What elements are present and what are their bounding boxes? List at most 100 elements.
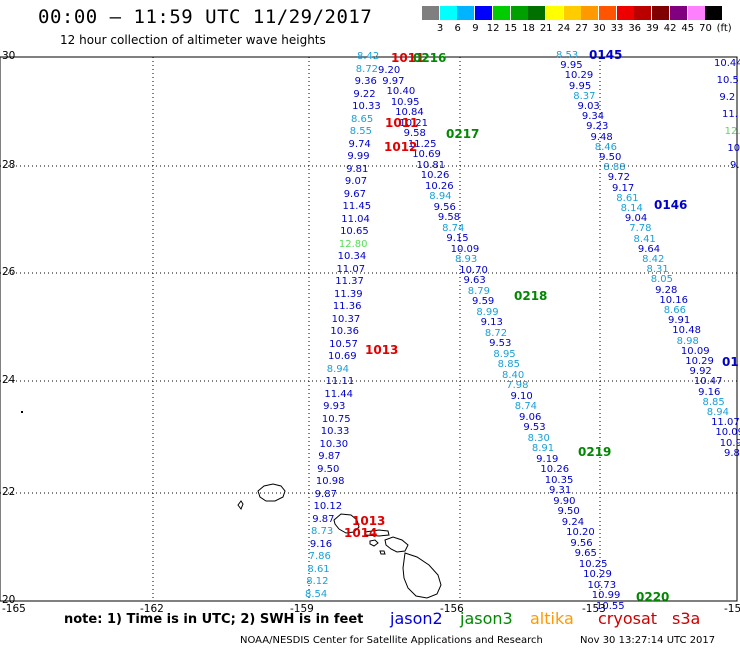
track-a-swh-value: 11.04 [341, 213, 370, 225]
track-b-swh-value: 8.95 [493, 348, 516, 360]
track-c-swh-value: 9.17 [612, 182, 635, 194]
track-c-swh-value: 9.95 [560, 60, 583, 72]
legend-swatch [581, 6, 599, 20]
track-c-swh-value: 10.09 [680, 345, 710, 357]
latitude-label: 22 [2, 486, 16, 498]
legend-level: 21 [539, 23, 553, 34]
track-b-swh-value: 10.55 [596, 600, 625, 612]
generated-timestamp: Nov 30 13:27:14 UTC 2017 [580, 635, 716, 646]
track-b-swh-value: 8.99 [476, 306, 499, 318]
track-a-swh-value: 8.12 [306, 576, 329, 587]
track-a-swh-value: 11.39 [334, 288, 363, 300]
track-a-swh-value: 8.73 [311, 526, 334, 537]
legend-swatch [563, 6, 581, 20]
track-b-swh-value: 9.59 [472, 296, 495, 307]
track-a-swh-value: 8.72 [355, 63, 379, 75]
small-island-dot [21, 411, 23, 413]
track-c-swh-value: 8.31 [646, 264, 669, 276]
legend-swatch [510, 6, 528, 20]
island-lanai [369, 539, 379, 547]
track-c-swh-value: 9.64 [637, 243, 661, 255]
island-hawaii [402, 552, 442, 599]
track-a-swh-value: 10.12 [313, 501, 343, 512]
track-d-swh-value: 10. [727, 143, 740, 154]
legend-swatch [687, 6, 705, 20]
track-b-swh-value: 10.69 [412, 149, 441, 160]
track-b-swh-value: 9.50 [557, 506, 580, 517]
track-b-swh-value: 7.98 [506, 380, 529, 391]
longitude-label: -15 [724, 603, 740, 615]
track-c-swh-value: 8.94 [706, 407, 730, 418]
track-c-swh-value: 8.61 [616, 192, 639, 204]
satellite-cryosat: cryosat [598, 609, 658, 628]
track-c-swh-value: 8.85 [702, 396, 725, 408]
track-b-swh-value: 8.91 [531, 443, 555, 454]
pass-time: 1011 [391, 51, 425, 65]
track-b-swh-value: 9.53 [523, 422, 546, 433]
track-a-swh-value: 11.45 [342, 201, 372, 212]
track-c-swh-value: 8.42 [642, 254, 665, 265]
track-a-swh-value: 8.42 [357, 51, 380, 62]
track-a-swh-value: 9.99 [347, 151, 370, 162]
legend-level: 15 [504, 23, 518, 34]
track-b-swh-value: 8.72 [484, 327, 508, 339]
track-b-swh-value: 9.65 [574, 548, 597, 559]
satellite-s3a: s3a [672, 609, 701, 628]
pass-time: 0219 [578, 445, 612, 459]
track-a-swh-value: 10.36 [330, 326, 360, 337]
pass-time: 0217 [446, 127, 480, 141]
track-a-swh-value: 10.33 [320, 426, 350, 437]
track-b-swh-value: 9.56 [570, 537, 593, 549]
track-a-swh-value: 9.74 [348, 138, 371, 150]
track-b-swh-value: 9.53 [489, 338, 512, 349]
track-c-swh-value: 10.29 [685, 356, 714, 367]
island-kauai [257, 483, 286, 502]
track-a-swh-value: 10.30 [319, 438, 349, 450]
track-b-swh-value: 9.90 [553, 495, 576, 507]
track-b-swh-value: 9.31 [548, 485, 572, 496]
track-a-swh-value: 9.93 [323, 401, 346, 412]
island-kahoolawe [379, 550, 386, 555]
track-b-swh-value: 10.26 [425, 180, 454, 192]
latitude-label: 28 [2, 159, 16, 171]
latitude-label: 20 [2, 594, 16, 606]
track-b-swh-value: 9.97 [382, 75, 405, 87]
track-b-swh-value: 10.95 [390, 96, 420, 108]
track-a-swh-value: 9.22 [353, 88, 376, 100]
track-a-swh-value: 11.07 [336, 263, 366, 275]
track-b-swh-value: 9.13 [480, 317, 503, 328]
track-a-swh-value: 9.16 [309, 538, 333, 550]
legend-swatch [492, 6, 510, 20]
satellite-altika: altika [530, 609, 574, 628]
satellite-jason2: jason2 [390, 609, 443, 628]
track-a-swh-value: 8.61 [307, 563, 330, 575]
track-b-swh-value: 9.56 [433, 201, 456, 213]
track-a-swh-value: 11.37 [335, 276, 364, 287]
track-b-swh-value: 10.99 [591, 590, 621, 601]
track-d-swh-value: 11. [722, 109, 738, 120]
track-c-swh-value: 9.50 [599, 152, 622, 163]
track-b-swh-value: 8.74 [514, 401, 538, 412]
track-c-swh-value: 8.98 [676, 335, 699, 347]
chart-subtitle: 12 hour collection of altimeter wave hei… [60, 33, 326, 47]
track-a-swh-value: 10.75 [321, 413, 351, 425]
track-c-swh-value: 10.09 [715, 427, 740, 439]
track-a-swh-value: 8.54 [305, 588, 328, 600]
track-a-swh-value: 12.80 [338, 238, 368, 250]
track-c-swh-value: 10.9 [719, 437, 740, 449]
track-b-swh-value: 10.26 [540, 464, 570, 475]
pass-time: 0220 [636, 590, 670, 604]
track-c-swh-value: 10.29 [564, 70, 594, 82]
footnote: note: 1) Time is in UTC; 2) SWH is in fe… [64, 612, 364, 627]
legend-level: 3 [436, 23, 444, 34]
track-b-swh-value: 11.25 [407, 138, 437, 150]
longitude-label: -165 [2, 603, 26, 615]
longitude-label: -156 [440, 603, 464, 615]
track-d-swh-value: 9.2 [719, 92, 736, 103]
longitude-label: -153 [582, 603, 606, 615]
track-b-swh-value: 8.30 [527, 432, 550, 444]
track-a-swh-value: 8.94 [326, 363, 350, 375]
map-frame [0, 56, 738, 602]
track-c-swh-value: 7.78 [629, 223, 652, 235]
track-b-swh-value: 10.84 [395, 107, 424, 118]
